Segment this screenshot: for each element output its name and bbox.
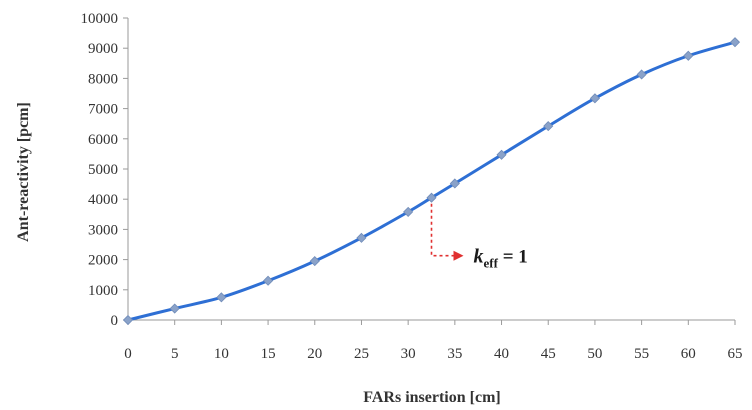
series-line [127, 40, 736, 322]
data-point-marker [122, 314, 134, 326]
x-tick-label: 60 [681, 346, 696, 362]
data-point-marker [216, 292, 227, 303]
x-tick-label: 20 [307, 346, 322, 362]
annotation-arrow-line [430, 203, 456, 257]
data-point-marker [543, 121, 554, 132]
x-tick-label: 5 [171, 346, 179, 362]
x-tick-label: 15 [261, 346, 276, 362]
data-point-marker [309, 256, 320, 267]
y-tick-label: 2000 [88, 253, 118, 269]
x-tick-label: 50 [587, 346, 602, 362]
x-tick-label: 55 [634, 346, 649, 362]
data-point-marker [169, 303, 180, 314]
data-point-marker [636, 69, 647, 80]
annotation-subscript: eff [484, 256, 499, 271]
axes [127, 18, 735, 321]
y-axis-label: Ant-reactivity [pcm] [15, 102, 32, 242]
data-point-marker [356, 232, 367, 243]
y-tick-label: 3000 [88, 222, 118, 238]
data-point-marker [426, 192, 437, 203]
y-tick-label: 9000 [88, 41, 118, 57]
y-tick-label: 7000 [88, 102, 118, 118]
y-tick-label: 4000 [88, 192, 118, 208]
y-tick-label: 10000 [81, 11, 119, 27]
y-tick-label: 5000 [88, 162, 118, 178]
y-tick-label: 0 [111, 313, 119, 329]
data-point-marker [729, 37, 741, 48]
x-tick-label: 35 [447, 346, 462, 362]
y-tick-label: 6000 [88, 132, 118, 148]
data-point-marker [683, 50, 694, 61]
x-tick-label: 45 [541, 346, 556, 362]
data-point-marker [496, 149, 507, 160]
keff-annotation: keff = 1 [430, 203, 528, 271]
x-tick-labels: 0 5 10 15 20 25 30 35 40 45 50 55 60 65 [124, 320, 743, 362]
y-tick-labels: 0 1000 2000 3000 4000 5000 6000 7000 8000 9000 100… [81, 11, 128, 329]
x-axis-label: FARs insertion [cm] [363, 389, 500, 406]
x-tick-label: 0 [124, 346, 132, 362]
data-point-marker [589, 93, 600, 104]
data-point-marker [449, 178, 460, 189]
data-point-marker [263, 275, 274, 286]
data-point-marker [403, 206, 414, 217]
series-group [122, 37, 741, 326]
x-tick-label: 10 [214, 346, 229, 362]
x-tick-label: 65 [728, 346, 743, 362]
annotation-label: keff = 1 [474, 246, 528, 271]
x-tick-label: 30 [401, 346, 416, 362]
x-tick-label: 25 [354, 346, 369, 362]
y-tick-label: 1000 [88, 283, 118, 299]
x-tick-label: 40 [494, 346, 509, 362]
annotation-arrow-head [453, 250, 464, 261]
annotation-equals: = 1 [498, 247, 528, 268]
y-tick-label: 8000 [88, 71, 118, 87]
annotation-k: k [474, 246, 484, 268]
